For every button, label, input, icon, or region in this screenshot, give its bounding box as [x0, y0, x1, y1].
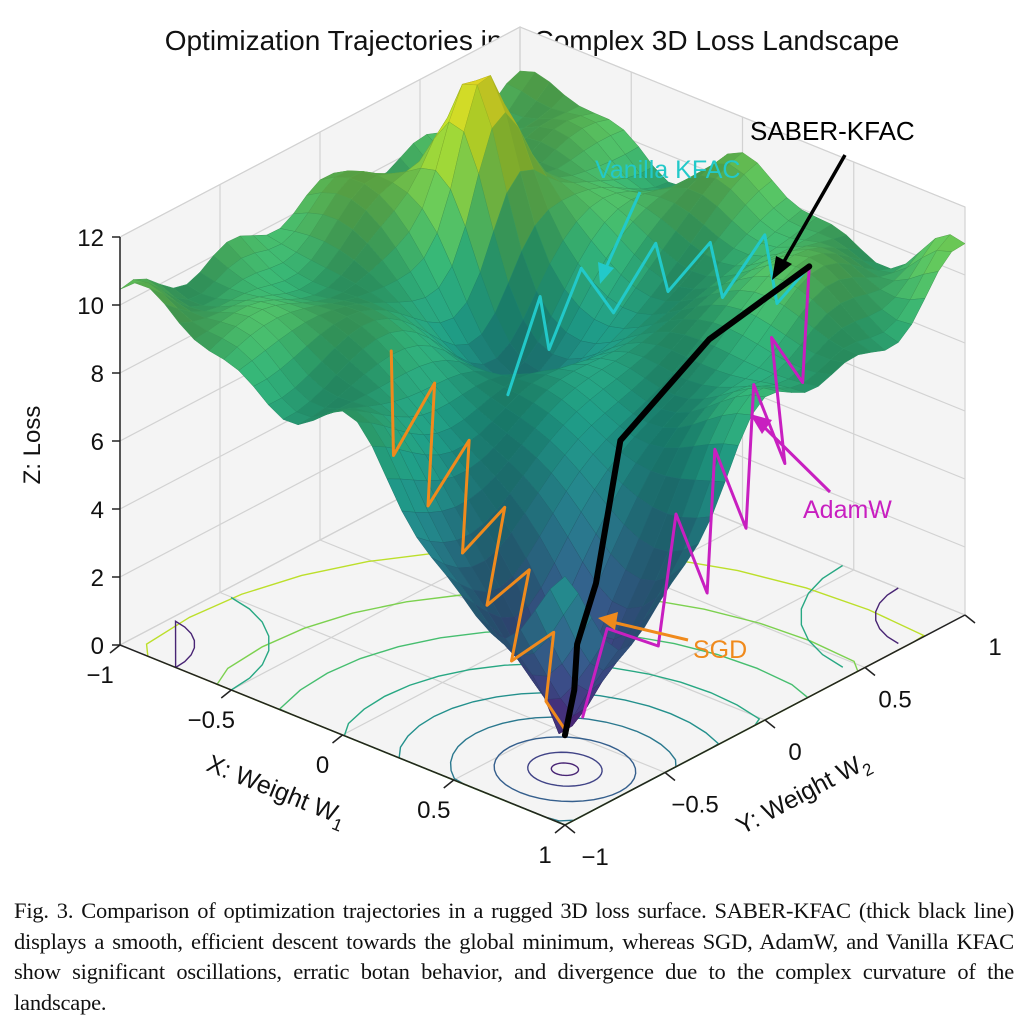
surface-facet — [549, 575, 579, 616]
trajectory-vanilla-kfac — [506, 233, 811, 397]
label-saber-kfac: SABER-KFAC — [750, 116, 915, 146]
x-tick-label: 1 — [538, 842, 551, 869]
y-tick — [764, 719, 776, 729]
surface-plot: Optimization Trajectories in a Complex 3… — [19, 25, 1002, 871]
y-tick — [864, 666, 876, 677]
label-sgd: SGD — [693, 636, 747, 664]
contour-line — [875, 587, 899, 645]
y-tick-label: 0.5 — [878, 687, 911, 714]
x-tick-label: 0 — [316, 752, 329, 779]
y-tick-label: 0 — [788, 739, 801, 766]
arrowhead-saber-kfac — [772, 256, 792, 280]
y-tick — [964, 614, 976, 624]
contour-line — [550, 762, 580, 777]
figure-caption: Fig. 3. Comparison of optimization traje… — [14, 898, 1014, 1015]
x-tick — [443, 779, 455, 789]
z-tick-label: 2 — [91, 565, 104, 592]
x-tick — [554, 824, 566, 834]
x-tick — [220, 689, 232, 699]
trajectory-adamw — [581, 264, 811, 719]
trajectory-saber-kfac — [561, 263, 813, 739]
x-tick-label: 0.5 — [417, 797, 450, 824]
arrow-vanilla-kfac — [603, 191, 642, 271]
trajectory-sgd — [389, 349, 569, 734]
contour-line — [174, 619, 196, 669]
contour-line — [527, 751, 603, 787]
label-vanilla-kfac: Vanilla KFAC — [595, 156, 740, 184]
contour-line — [230, 596, 270, 691]
y-axis-label: Y: Weight W2 — [732, 747, 877, 845]
z-tick-label: 0 — [91, 633, 104, 660]
z-tick-label: 8 — [91, 361, 104, 388]
label-adamw: AdamW — [803, 496, 892, 524]
contour-line — [800, 564, 844, 668]
arrow-adamw — [760, 423, 832, 494]
annotations: SABER-KFAC Vanilla KFAC AdamW SGD — [595, 116, 915, 664]
z-tick-label: 4 — [91, 497, 104, 524]
axes: 0 2 4 6 8 10 12 −1 −0.5 0 0.5 1 −1 −0.5 0 0.5 1 — [77, 225, 1001, 871]
y-tick-label: 1 — [988, 634, 1001, 661]
arrowhead-adamw — [750, 414, 772, 434]
arrow-sgd — [611, 620, 689, 642]
z-tick-label: 6 — [91, 429, 104, 456]
y-tick — [664, 771, 676, 782]
x-tick — [109, 644, 121, 654]
x-tick-label: −1 — [86, 662, 113, 689]
trajectories — [389, 233, 813, 739]
loss-surface — [119, 70, 966, 735]
z-tick-label: 10 — [77, 293, 104, 320]
arrowhead-vanilla-kfac — [598, 262, 614, 284]
y-tick — [564, 824, 576, 834]
y-tick-label: −1 — [581, 844, 608, 871]
y-tick-label: −0.5 — [671, 792, 718, 819]
x-tick — [332, 734, 343, 744]
contour-line — [493, 736, 637, 803]
arrow-saber-kfac — [780, 154, 847, 266]
z-tick-label: 12 — [77, 225, 104, 252]
z-axis-label: Z: Loss — [19, 406, 46, 485]
arrowhead-sgd — [598, 612, 618, 630]
x-tick-label: −0.5 — [188, 707, 235, 734]
